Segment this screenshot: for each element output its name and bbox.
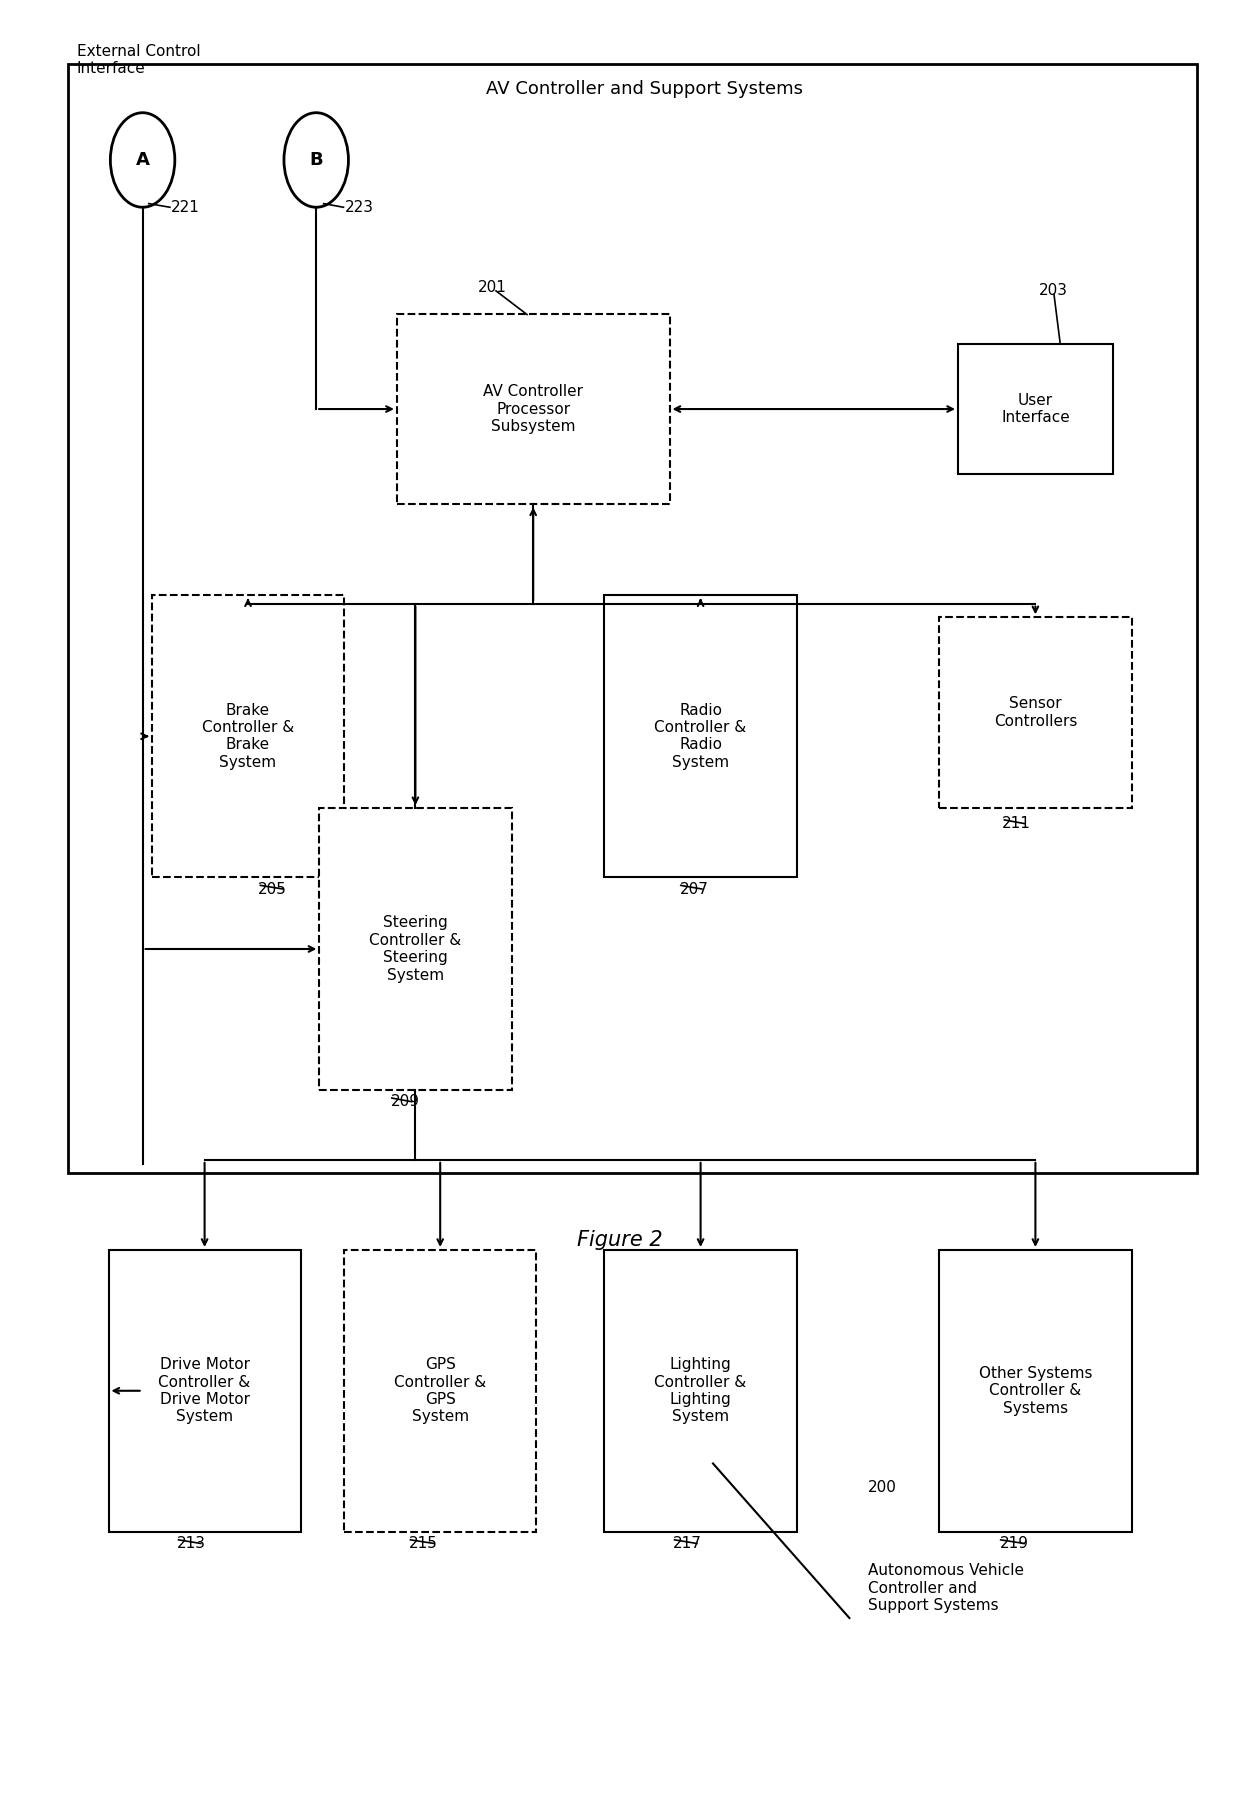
Text: 203: 203: [1039, 284, 1068, 298]
Text: Lighting
Controller &
Lighting
System: Lighting Controller & Lighting System: [655, 1358, 746, 1423]
Text: 213: 213: [177, 1536, 206, 1551]
Text: AV Controller
Processor
Subsystem: AV Controller Processor Subsystem: [484, 384, 583, 435]
Text: 217: 217: [673, 1536, 702, 1551]
Text: B: B: [310, 151, 322, 169]
Text: Sensor
Controllers: Sensor Controllers: [993, 696, 1078, 729]
FancyBboxPatch shape: [604, 1251, 796, 1531]
Text: Brake
Controller &
Brake
System: Brake Controller & Brake System: [202, 704, 294, 769]
FancyBboxPatch shape: [343, 1251, 536, 1531]
Text: Autonomous Vehicle
Controller and
Support Systems: Autonomous Vehicle Controller and Suppor…: [868, 1563, 1024, 1613]
FancyBboxPatch shape: [320, 807, 511, 1091]
Text: 223: 223: [345, 200, 373, 215]
Text: 205: 205: [258, 882, 286, 896]
Text: 200: 200: [868, 1480, 897, 1494]
Text: Drive Motor
Controller &
Drive Motor
System: Drive Motor Controller & Drive Motor Sys…: [159, 1358, 250, 1423]
Text: 201: 201: [477, 280, 506, 295]
Text: Steering
Controller &
Steering
System: Steering Controller & Steering System: [370, 916, 461, 982]
FancyBboxPatch shape: [604, 596, 796, 878]
Text: Other Systems
Controller &
Systems: Other Systems Controller & Systems: [978, 1365, 1092, 1416]
Text: 209: 209: [391, 1094, 419, 1109]
FancyBboxPatch shape: [940, 618, 1131, 807]
FancyBboxPatch shape: [109, 1251, 300, 1531]
Text: Figure 2: Figure 2: [577, 1229, 663, 1251]
FancyBboxPatch shape: [151, 596, 345, 878]
FancyBboxPatch shape: [957, 344, 1112, 474]
Text: GPS
Controller &
GPS
System: GPS Controller & GPS System: [394, 1358, 486, 1423]
Text: AV Controller and Support Systems: AV Controller and Support Systems: [486, 80, 804, 98]
FancyBboxPatch shape: [68, 64, 1197, 1173]
Text: User
Interface: User Interface: [1001, 393, 1070, 425]
Text: 211: 211: [1002, 816, 1030, 831]
FancyBboxPatch shape: [940, 1251, 1131, 1531]
Text: 207: 207: [680, 882, 708, 896]
Text: External Control
Interface: External Control Interface: [77, 44, 201, 76]
Text: Radio
Controller &
Radio
System: Radio Controller & Radio System: [655, 704, 746, 769]
FancyBboxPatch shape: [397, 315, 670, 504]
Text: A: A: [135, 151, 150, 169]
Text: 215: 215: [409, 1536, 438, 1551]
Text: 221: 221: [171, 200, 200, 215]
Text: 219: 219: [999, 1536, 1028, 1551]
